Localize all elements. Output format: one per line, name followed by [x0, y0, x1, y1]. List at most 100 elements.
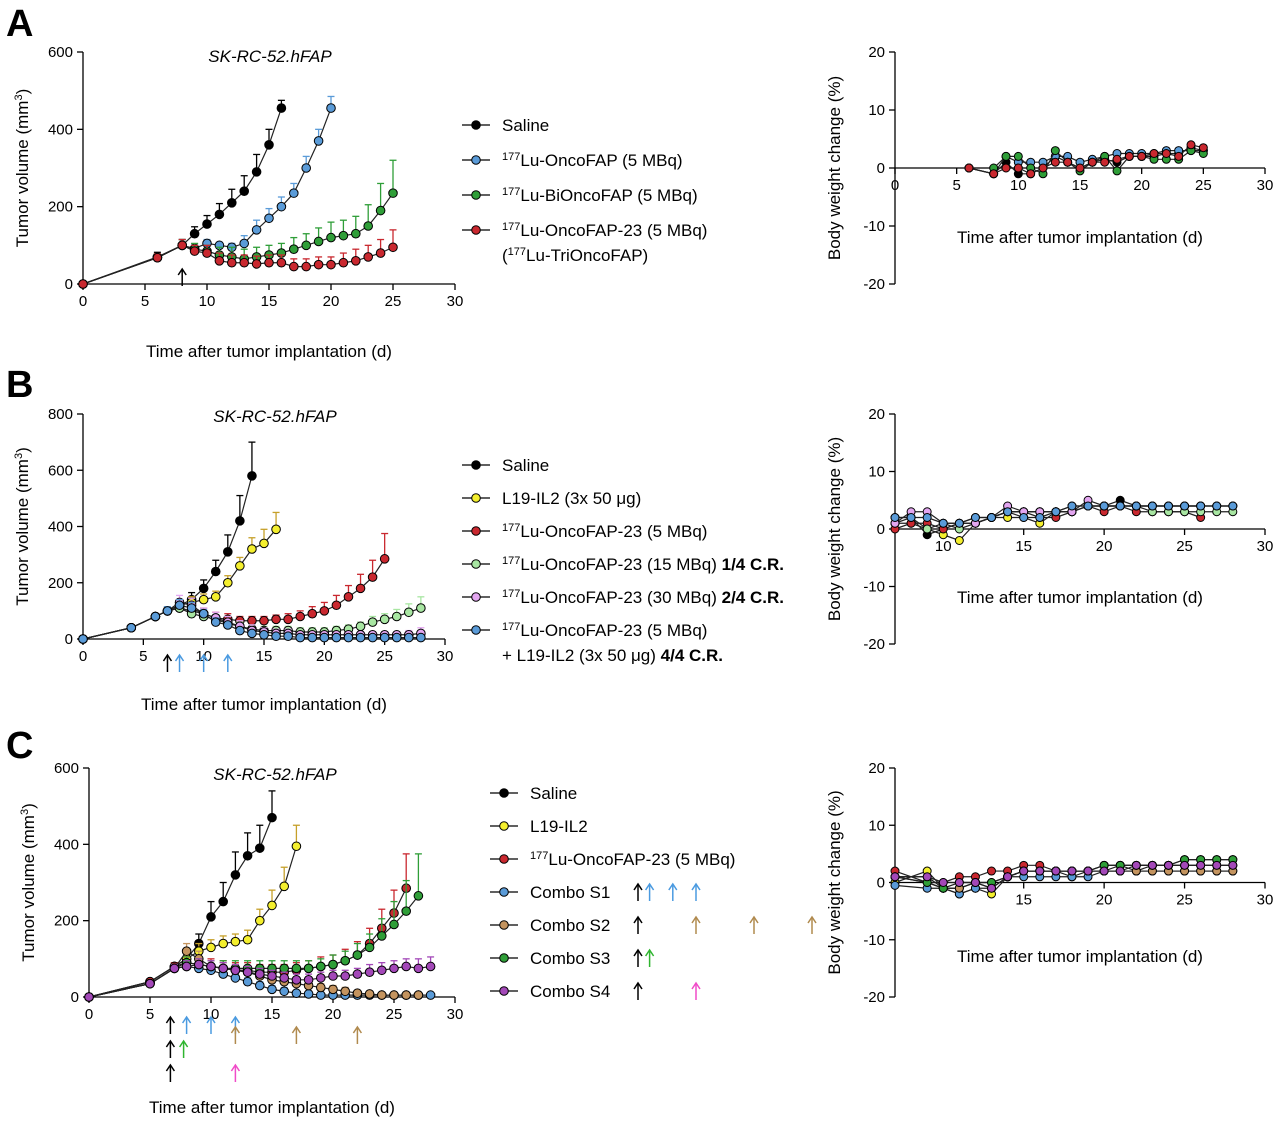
data-point: [326, 103, 336, 113]
data-point: [1038, 163, 1048, 173]
legend-text: Combo S1: [530, 883, 610, 902]
data-point: [351, 256, 361, 266]
series-red: [78, 229, 398, 289]
data-point: [218, 938, 228, 949]
data-point: [223, 620, 233, 630]
y-tick-label: 600: [48, 44, 73, 61]
body-weight-chart: -20 -10 0 10 20 0 5 10 15 20 25 30 Time after tumor …: [825, 44, 1273, 293]
data-point: [352, 950, 363, 960]
data-point: [328, 971, 338, 981]
y-tick-label: 0: [877, 521, 885, 538]
data-point: [276, 201, 287, 212]
data-point: [84, 992, 94, 1002]
isotope-superscript: 177: [502, 522, 520, 534]
legend-text: 2/4 C.R.: [722, 588, 784, 607]
legend-treatment-arrow: [633, 981, 643, 1000]
legend-label: Combo S4: [530, 982, 610, 1001]
data-point: [313, 136, 324, 146]
legend-label: 177Lu-BiOncoFAP (5 MBq): [502, 186, 698, 205]
data-point: [1003, 872, 1013, 882]
data-point: [303, 963, 314, 974]
legend-item: Saline: [462, 456, 549, 475]
data-point: [210, 566, 221, 577]
legend-treatment-arrow: [668, 882, 678, 901]
x-tick-label: 15: [261, 293, 278, 310]
data-point: [391, 611, 402, 622]
data-point: [251, 259, 262, 269]
x-tick-label: 30: [1257, 892, 1274, 909]
data-point: [150, 611, 161, 622]
data-point: [198, 594, 209, 605]
data-point: [1067, 866, 1077, 876]
x-tick-label: 30: [437, 648, 454, 665]
data-point: [259, 629, 269, 640]
data-point: [352, 969, 363, 979]
body-weight-chart: -20 -10 0 10 20 15 20 25 30 Time after tumor impl…: [825, 760, 1273, 1006]
x-tick-label: 5: [952, 177, 960, 194]
data-point: [223, 547, 233, 557]
data-point: [218, 896, 228, 907]
legend-item: 177Lu-OncoFAP-23 (5 MBq)(177Lu-TriOncoFA…: [462, 221, 707, 265]
legend-treatment-arrow: [749, 915, 759, 934]
data-point: [174, 600, 185, 611]
x-tick-label: 30: [1257, 177, 1274, 194]
data-point: [1067, 501, 1077, 511]
data-point: [301, 163, 312, 173]
legend-text: Lu-OncoFAP-23 (5 MBq): [520, 221, 707, 240]
y-label-part: Body weight change (%): [825, 76, 844, 260]
data-point: [389, 963, 399, 974]
data-point: [316, 961, 326, 972]
legend-label: 177Lu-OncoFAP (5 MBq): [502, 151, 683, 170]
x-tick-label: 25: [1195, 177, 1212, 194]
data-point: [230, 870, 241, 880]
legend-text: Saline: [530, 784, 577, 803]
data-point: [328, 959, 338, 970]
isotope-superscript: 177: [502, 151, 520, 163]
data-point: [242, 976, 253, 987]
data-point: [291, 988, 302, 998]
treatment-arrow: [178, 1039, 189, 1058]
body-weight-chart: -20 -10 0 10 20 10 15 20 25 30 Time after tumor im…: [825, 406, 1273, 653]
data-point: [987, 883, 997, 893]
data-point: [375, 205, 386, 216]
data-point: [289, 261, 299, 272]
y-label-part: Tumor volume (mm: [13, 459, 32, 606]
data-point: [223, 577, 233, 588]
y-label-superscript: 3: [13, 94, 25, 100]
legend-text: Lu-OncoFAP-23 (30 MBq): [520, 588, 721, 607]
data-point: [1112, 166, 1122, 176]
legend-item: 177Lu-OncoFAP-23 (5 MBq): [462, 522, 707, 541]
data-point: [367, 632, 378, 643]
data-point: [1100, 157, 1110, 167]
isotope-superscript: 177: [502, 221, 520, 233]
legend-marker: [499, 788, 509, 798]
x-tick-label: 15: [256, 648, 273, 665]
series-line: [82, 528, 277, 640]
legend-item: L19-IL2: [490, 817, 588, 836]
data-point: [367, 617, 378, 627]
legend-label: 177Lu-OncoFAP-23 (5 MBq): [502, 221, 707, 240]
x-tick-label: 30: [447, 293, 464, 310]
data-point: [1035, 513, 1045, 522]
data-point: [1035, 866, 1045, 876]
data-point: [254, 980, 265, 991]
data-point: [1163, 501, 1173, 511]
data-point: [242, 850, 253, 861]
legend-label: L19-IL2: [530, 817, 588, 836]
data-point: [181, 961, 192, 972]
treatment-arrow: [177, 267, 187, 286]
isotope-superscript: 177: [530, 850, 548, 862]
x-tick-label: 15: [1015, 892, 1032, 909]
data-point: [301, 261, 312, 272]
x-tick-label: 30: [1257, 538, 1274, 555]
legend-marker: [471, 155, 481, 165]
data-point: [922, 872, 932, 882]
data-point: [416, 603, 426, 613]
data-point: [186, 603, 197, 613]
data-point: [1013, 163, 1023, 173]
data-point: [267, 984, 277, 995]
data-point: [377, 931, 387, 941]
series-green: [84, 853, 424, 1002]
data-point: [283, 631, 293, 641]
